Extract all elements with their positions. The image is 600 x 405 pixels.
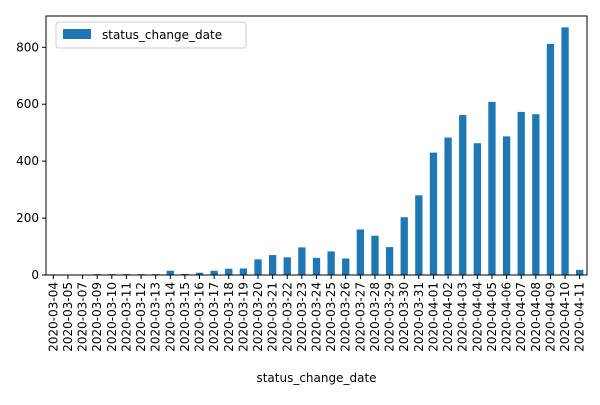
x-tick-label: 2020-03-23 <box>295 282 309 352</box>
x-tick-label: 2020-03-29 <box>383 282 397 352</box>
x-tick-label: 2020-04-05 <box>485 282 499 352</box>
bar <box>167 271 174 275</box>
x-tick-label: 2020-03-05 <box>61 282 75 352</box>
x-tick-label: 2020-03-19 <box>236 282 250 352</box>
x-axis-title: status_change_date <box>256 371 376 385</box>
x-tick-label: 2020-03-11 <box>119 282 133 352</box>
bar <box>430 153 437 275</box>
bar <box>561 27 568 275</box>
bar <box>298 247 305 275</box>
x-tick-label: 2020-03-13 <box>149 282 163 352</box>
y-tick-label: 600 <box>16 97 39 111</box>
bar <box>342 258 349 275</box>
x-tick-label: 2020-03-09 <box>90 282 104 352</box>
x-tick-label: 2020-03-17 <box>207 282 221 352</box>
x-tick-label: 2020-03-27 <box>353 282 367 352</box>
bar <box>459 115 466 275</box>
bar <box>401 217 408 275</box>
x-tick-label: 2020-03-20 <box>251 282 265 352</box>
x-tick-label: 2020-03-31 <box>412 282 426 352</box>
x-tick-label: 2020-03-25 <box>324 282 338 352</box>
x-tick-label: 2020-03-16 <box>193 282 207 352</box>
y-tick-label: 800 <box>16 40 39 54</box>
bar <box>503 136 510 275</box>
x-tick-label: 2020-03-15 <box>178 282 192 352</box>
x-tick-label: 2020-04-11 <box>573 282 587 352</box>
legend: status_change_date <box>56 22 246 48</box>
x-tick-label: 2020-03-30 <box>397 282 411 352</box>
bar <box>371 236 378 275</box>
bar <box>269 255 276 275</box>
x-tick-label: 2020-04-04 <box>470 282 484 352</box>
x-tick-label: 2020-04-08 <box>529 282 543 352</box>
y-tick-label: 200 <box>16 211 39 225</box>
legend-swatch <box>63 29 91 39</box>
bar <box>386 247 393 275</box>
x-tick-label: 2020-04-01 <box>426 282 440 352</box>
y-tick-label: 0 <box>31 268 39 282</box>
bar <box>225 269 232 275</box>
bar <box>327 251 334 275</box>
x-tick-label: 2020-03-10 <box>105 282 119 352</box>
x-tick-label: 2020-03-21 <box>266 282 280 352</box>
x-tick-label: 2020-03-26 <box>339 282 353 352</box>
bar <box>357 229 364 275</box>
x-tick-label: 2020-04-06 <box>500 282 514 352</box>
bar <box>313 258 320 275</box>
x-tick-label: 2020-03-14 <box>163 282 177 352</box>
x-tick-label: 2020-04-10 <box>558 282 572 352</box>
bar <box>254 259 261 275</box>
bar <box>547 44 554 275</box>
x-tick-label: 2020-03-18 <box>222 282 236 352</box>
bar <box>444 138 451 275</box>
y-tick-label: 400 <box>16 154 39 168</box>
x-tick-label: 2020-03-22 <box>280 282 294 352</box>
x-tick-label: 2020-04-02 <box>441 282 455 352</box>
x-tick-label: 2020-03-12 <box>134 282 148 352</box>
bar <box>415 195 422 275</box>
x-tick-label: 2020-04-03 <box>456 282 470 352</box>
bar <box>576 270 583 275</box>
x-tick-label: 2020-03-04 <box>46 282 60 352</box>
bars-layer <box>50 27 584 275</box>
legend-label: status_change_date <box>102 28 222 42</box>
bar <box>240 268 247 275</box>
bar <box>518 112 525 275</box>
bar <box>210 271 217 275</box>
x-tick-label: 2020-03-07 <box>76 282 90 352</box>
x-tick-label: 2020-04-09 <box>543 282 557 352</box>
bar <box>284 257 291 275</box>
x-tick-label: 2020-04-07 <box>514 282 528 352</box>
bar <box>532 114 539 275</box>
bar <box>474 143 481 275</box>
bar <box>488 102 495 275</box>
x-tick-label: 2020-03-28 <box>368 282 382 352</box>
x-tick-label: 2020-03-24 <box>310 282 324 352</box>
